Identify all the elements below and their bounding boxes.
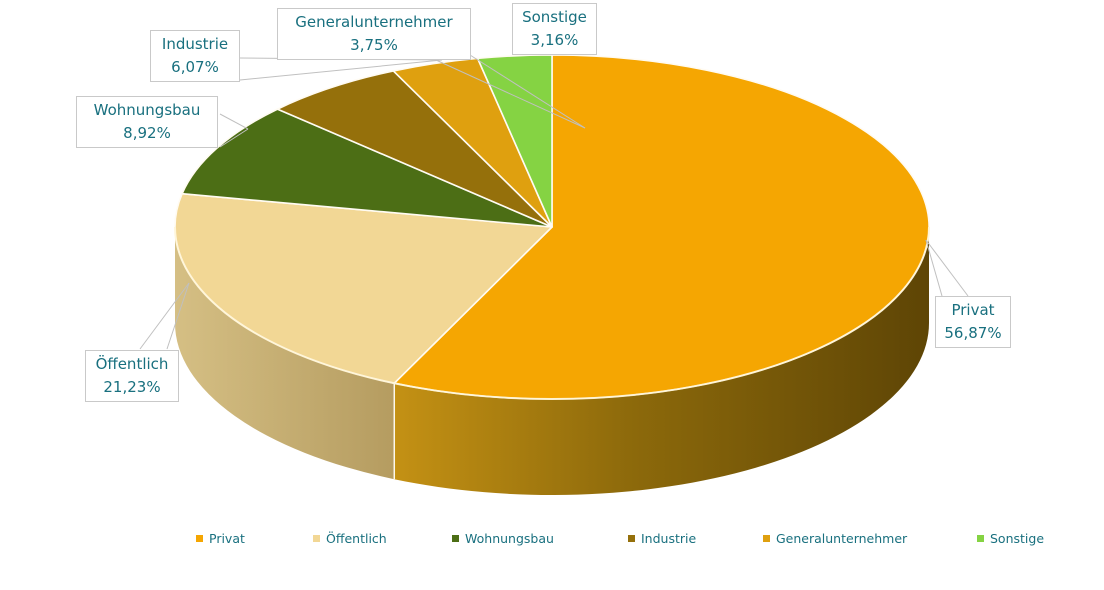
- pie-slice-side-privat[interactable]: [394, 227, 929, 495]
- legend-item-privat[interactable]: Privat: [196, 531, 245, 546]
- legend-label: Industrie: [641, 531, 697, 546]
- callout-percent: 3,75%: [350, 36, 398, 54]
- legend-label: Generalunternehmer: [776, 531, 908, 546]
- legend-item-generalunternehmer[interactable]: Generalunternehmer: [763, 531, 907, 546]
- callout-category: Sonstige: [522, 8, 587, 26]
- callout-percent: 8,92%: [123, 124, 171, 142]
- legend-label: Sonstige: [990, 531, 1045, 546]
- pie-front-rim: [174, 226, 930, 400]
- legend-marker: [452, 535, 459, 542]
- leader-line: [239, 59, 443, 81]
- legend-label: Wohnungsbau: [465, 531, 554, 546]
- pie-slice-wohnungsbau[interactable]: [181, 108, 553, 228]
- callout-category: Wohnungsbau: [93, 101, 201, 119]
- leader-line: [925, 239, 969, 297]
- leader-line: [219, 113, 249, 130]
- legend-marker: [977, 535, 984, 542]
- data-label-callout-generalunternehmer[interactable]: Generalunternehmer 3,75%: [277, 8, 471, 60]
- leader-line: [166, 282, 190, 350]
- callout-category: Industrie: [161, 35, 229, 53]
- callout-category: Generalunternehmer: [295, 13, 453, 31]
- leader-line: [925, 239, 943, 297]
- leader-line: [139, 282, 190, 350]
- legend-label: Privat: [209, 531, 245, 546]
- data-label-callout-privat[interactable]: Privat 56,87%: [935, 296, 1011, 348]
- leader-line: [469, 54, 586, 129]
- leader-line: [219, 128, 249, 148]
- pie-slice-side-offentlich[interactable]: [175, 227, 395, 480]
- callout-percent: 6,07%: [171, 58, 219, 76]
- callout-percent: 56,87%: [944, 324, 1002, 342]
- legend-item-oeffentlich[interactable]: Öffentlich: [313, 531, 387, 546]
- data-label-callout-industrie[interactable]: Industrie 6,07%: [150, 30, 240, 82]
- callout-percent: 21,23%: [103, 378, 161, 396]
- legend-marker: [763, 535, 770, 542]
- data-label-callout-sonstige[interactable]: Sonstige 3,16%: [512, 3, 597, 55]
- legend-marker: [196, 535, 203, 542]
- callout-category: Öffentlich: [95, 355, 169, 373]
- pie-slice-industrie[interactable]: [276, 70, 553, 228]
- callout-category: Privat: [951, 301, 995, 319]
- legend-item-industrie[interactable]: Industrie: [628, 531, 696, 546]
- legend-marker: [628, 535, 635, 542]
- pie-slice-sonstige[interactable]: [476, 54, 553, 228]
- data-label-callout-wohnungsbau[interactable]: Wohnungsbau 8,92%: [76, 96, 218, 148]
- legend-item-sonstige[interactable]: Sonstige: [977, 531, 1044, 546]
- legend-label: Öffentlich: [326, 531, 387, 546]
- legend-item-wohnungsbau[interactable]: Wohnungsbau: [452, 531, 554, 546]
- leader-line: [424, 54, 586, 129]
- data-label-callout-oeffentlich[interactable]: Öffentlich 21,23%: [85, 350, 179, 402]
- callout-percent: 3,16%: [530, 31, 579, 49]
- legend-marker: [313, 535, 320, 542]
